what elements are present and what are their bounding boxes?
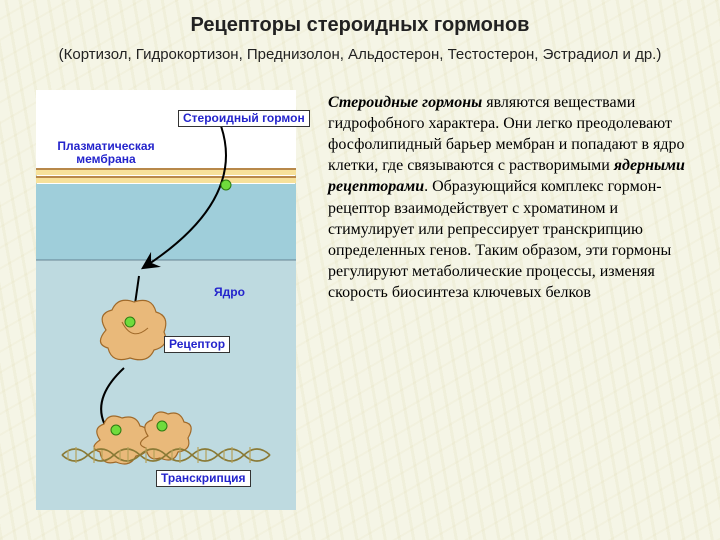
page: Рецепторы стероидных гормонов (Кортизол,… xyxy=(0,0,720,540)
label-nucleus: Ядро xyxy=(214,286,245,299)
hormone-icon-dna-1 xyxy=(111,425,121,435)
membrane-band-top xyxy=(36,170,296,175)
label-transcription: Транскрипция xyxy=(156,470,251,487)
diagram-panel: Стероидный гормон Плазматическая мембран… xyxy=(36,90,296,510)
hormone-icon-2 xyxy=(221,180,231,190)
label-membrane-l2: мембрана xyxy=(76,152,135,166)
hormone-icon-receptor xyxy=(125,317,135,327)
body-part-2: . Образующийся комплекс гормон-рецептор … xyxy=(328,178,671,301)
body-text: Стероидные гормоны являются веществами г… xyxy=(328,92,688,303)
label-receptor: Рецептор xyxy=(164,336,230,353)
hormone-icon-dna-2 xyxy=(157,421,167,431)
membrane-band-bottom xyxy=(36,178,296,183)
label-membrane-l1: Плазматическая xyxy=(57,139,154,153)
label-hormone: Стероидный гормон xyxy=(178,110,310,127)
label-membrane: Плазматическая мембрана xyxy=(46,140,166,166)
body-bold-1: Стероидные гормоны xyxy=(328,94,482,111)
page-subtitle: (Кортизол, Гидрокортизон, Преднизолон, А… xyxy=(0,46,720,63)
page-title: Рецепторы стероидных гормонов xyxy=(0,14,720,37)
